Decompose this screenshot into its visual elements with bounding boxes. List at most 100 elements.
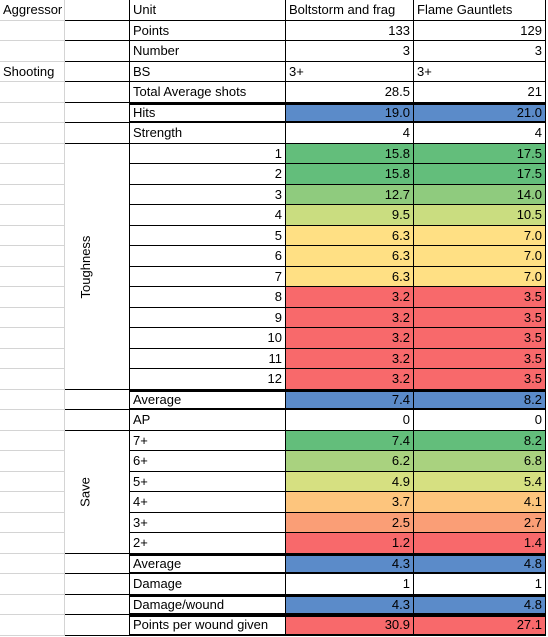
row-label: AP: [130, 410, 286, 431]
value-cell: 1: [286, 574, 414, 595]
value-cell: 4: [414, 123, 546, 144]
empty-cell: [0, 184, 65, 205]
empty-cell: [0, 20, 65, 41]
value-cell: 3+: [414, 61, 546, 82]
row-label: Damage: [130, 574, 286, 595]
empty-cell: [65, 553, 130, 574]
value-cell: 3.2: [286, 328, 414, 349]
value-cell: 3.2: [286, 287, 414, 308]
empty-cell: [0, 574, 65, 595]
value-cell: 3: [286, 41, 414, 62]
value-cell: 4: [286, 123, 414, 144]
value-cell: 0: [286, 410, 414, 431]
empty-cell: [0, 389, 65, 410]
value-cell: 5.4: [414, 471, 546, 492]
empty-cell: [65, 20, 130, 41]
value-cell: 129: [414, 20, 546, 41]
empty-cell: [0, 328, 65, 349]
empty-cell: [0, 410, 65, 431]
group-label: Toughness: [77, 235, 93, 298]
empty-cell: [0, 143, 65, 164]
row-label: 5: [130, 225, 286, 246]
row-label: 6+: [130, 451, 286, 472]
value-cell: 6.3: [286, 246, 414, 267]
row-label: 2+: [130, 533, 286, 554]
row-label: Hits: [130, 102, 286, 123]
value-cell: 10.5: [414, 205, 546, 226]
empty-cell: [65, 0, 130, 21]
empty-cell: [0, 41, 65, 62]
value-cell: 1.4: [414, 533, 546, 554]
empty-cell: [0, 451, 65, 472]
row-label: Points: [130, 20, 286, 41]
value-cell: 28.5: [286, 82, 414, 103]
value-cell: 14.0: [414, 184, 546, 205]
empty-cell: [0, 123, 65, 144]
value-cell: 3.5: [414, 348, 546, 369]
empty-cell: [65, 61, 130, 82]
value-cell: 7.0: [414, 266, 546, 287]
empty-cell: [0, 205, 65, 226]
value-cell: 133: [286, 20, 414, 41]
row-label: 2: [130, 164, 286, 185]
row-label: 4+: [130, 492, 286, 513]
empty-cell: [65, 41, 130, 62]
value-cell: 6.3: [286, 266, 414, 287]
value-cell: 4.8: [414, 594, 546, 615]
value-cell: 2.5: [286, 512, 414, 533]
row-label: 12: [130, 369, 286, 390]
row-label: 7+: [130, 430, 286, 451]
value-cell: 1.2: [286, 533, 414, 554]
group-label: Save: [77, 477, 93, 507]
empty-cell: [0, 471, 65, 492]
value-cell: 3.5: [414, 328, 546, 349]
empty-cell: [0, 553, 65, 574]
empty-cell: [65, 389, 130, 410]
value-cell: 4.8: [414, 553, 546, 574]
empty-cell: [0, 369, 65, 390]
row-label: Unit: [130, 0, 286, 21]
empty-cell: [0, 287, 65, 308]
empty-cell: [65, 410, 130, 431]
value-cell: 3.2: [286, 307, 414, 328]
value-cell: 12.7: [286, 184, 414, 205]
row-label: 10: [130, 328, 286, 349]
value-cell: 15.8: [286, 143, 414, 164]
value-cell: 8.2: [414, 389, 546, 410]
value-cell: 6.3: [286, 225, 414, 246]
row-label: Points per wound given: [130, 615, 286, 636]
value-cell: 3.5: [414, 287, 546, 308]
row-label: Number: [130, 41, 286, 62]
value-cell: 3.5: [414, 307, 546, 328]
value-cell: Boltstorm and frag: [286, 0, 414, 21]
value-cell: 3.7: [286, 492, 414, 513]
row-label: Average: [130, 389, 286, 410]
row-label: 3: [130, 184, 286, 205]
empty-cell: [0, 164, 65, 185]
empty-cell: [0, 430, 65, 451]
section-label: Shooting: [0, 61, 65, 82]
value-cell: 4.3: [286, 553, 414, 574]
value-cell: 2.7: [414, 512, 546, 533]
row-label: 1: [130, 143, 286, 164]
row-label: Damage/wound: [130, 594, 286, 615]
value-cell: 4.3: [286, 594, 414, 615]
row-label: 7: [130, 266, 286, 287]
empty-cell: [0, 533, 65, 554]
value-cell: 3+: [286, 61, 414, 82]
value-cell: 3.5: [414, 369, 546, 390]
empty-cell: [0, 615, 65, 636]
empty-cell: [0, 266, 65, 287]
value-cell: 21.0: [414, 102, 546, 123]
value-cell: 19.0: [286, 102, 414, 123]
merged-cell: Save: [65, 430, 130, 554]
value-cell: 4.9: [286, 471, 414, 492]
value-cell: 15.8: [286, 164, 414, 185]
row-label: 6: [130, 246, 286, 267]
value-cell: 30.9: [286, 615, 414, 636]
empty-cell: [0, 246, 65, 267]
row-label: 4: [130, 205, 286, 226]
value-cell: 17.5: [414, 143, 546, 164]
value-cell: 6.8: [414, 451, 546, 472]
